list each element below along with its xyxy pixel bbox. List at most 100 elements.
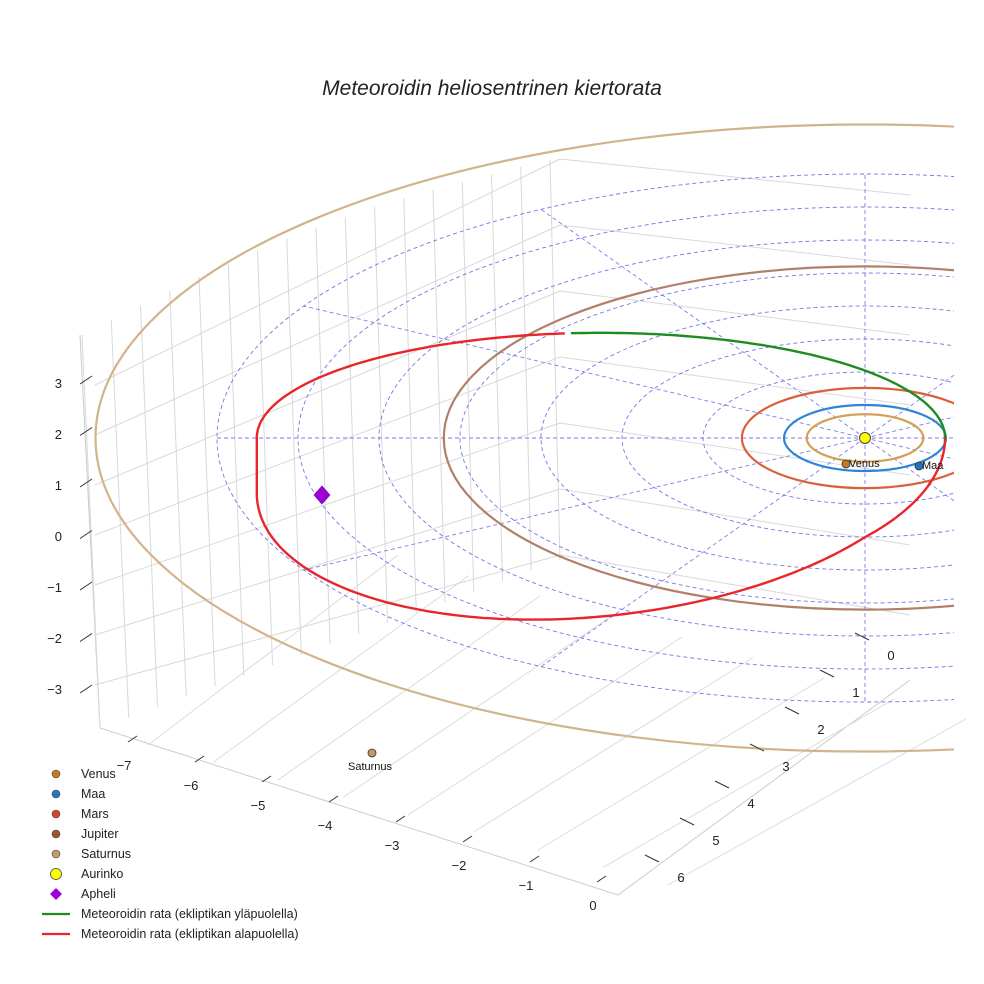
floor-gridline	[407, 636, 683, 816]
legend-label: Apheli	[81, 887, 116, 901]
planet-orbits	[94, 123, 954, 753]
z-tick-label: −1	[47, 580, 62, 595]
y-tick-mark	[784, 706, 800, 715]
marker-maa	[914, 461, 924, 471]
y-tick-mark	[714, 780, 730, 789]
x-tick-mark	[596, 875, 607, 883]
ecliptic-spoke	[540, 437, 866, 667]
back-gridline	[432, 189, 446, 603]
x-tick-mark	[127, 735, 138, 743]
x-tick-mark	[194, 755, 205, 763]
box-edge	[617, 679, 911, 896]
ecliptic-spoke	[303, 305, 866, 439]
orbit-venus	[805, 413, 925, 463]
floor-gridline	[277, 595, 541, 781]
side-gridline	[559, 158, 911, 196]
orbit-mars	[740, 386, 954, 490]
z-tick-label: −3	[47, 682, 62, 697]
ecliptic-spoke	[864, 437, 954, 502]
y-tick-label: 1	[852, 685, 859, 700]
back-gridline	[315, 227, 331, 645]
floor-gridline	[472, 657, 754, 833]
side-gridline	[559, 488, 911, 546]
box-edge	[99, 727, 619, 896]
legend-marker	[51, 829, 61, 839]
y-tick-mark	[644, 854, 660, 863]
legend: Venus Maa Mars Jupiter Saturnus Aurinko Apheli…	[42, 767, 298, 941]
z-tick-mark	[79, 478, 93, 488]
legend-marker	[51, 789, 61, 799]
legend-marker	[51, 849, 61, 859]
z-tick-mark	[79, 633, 93, 642]
legend-label: Aurinko	[81, 867, 123, 881]
back-gridline	[374, 207, 388, 624]
z-tick-label: 3	[55, 376, 62, 391]
x-tick-mark	[529, 855, 540, 863]
z-tick-mark	[79, 375, 93, 385]
label-venus: Venus	[849, 458, 880, 470]
x-tick-label: −5	[251, 798, 266, 813]
plot-area: Venus Maa Saturnus	[94, 123, 954, 773]
back-gridline	[140, 305, 158, 708]
marker-aurinko	[859, 432, 871, 444]
floor-gridline	[667, 718, 967, 886]
y-tick-label: 0	[887, 648, 894, 663]
label-saturnus: Saturnus	[348, 761, 393, 773]
y-tick-mark	[679, 817, 695, 826]
z-tick-label: 2	[55, 427, 62, 442]
back-gridline	[110, 320, 130, 718]
back-gridline	[94, 290, 561, 486]
y-tick-mark	[749, 743, 765, 752]
label-maa: Maa	[922, 460, 944, 472]
ecliptic-spoke	[864, 416, 954, 439]
back-gridline	[403, 198, 417, 613]
floor-gridline	[147, 554, 399, 746]
y-tick-label: 5	[712, 833, 719, 848]
back-gridline	[94, 422, 561, 586]
legend-label: Meteoroidin rata (ekliptikan alapuolella…	[81, 927, 298, 941]
back-gridline	[94, 488, 561, 636]
axes-box	[79, 158, 967, 896]
back-gridline	[520, 167, 532, 571]
ecliptic-spoke	[864, 374, 954, 439]
side-gridline	[559, 554, 911, 616]
axis-ticks: 3 2 1 0 −1 −2 −3 −7 −6 −5 −4 −3 −2 −1 0 0 1 2 3 4 5 6	[47, 375, 895, 913]
y-tick-mark	[854, 632, 870, 641]
back-gridline	[94, 554, 561, 686]
ecliptic-spoke	[303, 437, 866, 571]
y-tick-mark	[819, 669, 835, 678]
back-gridline	[491, 174, 503, 582]
legend-label: Meteoroidin rata (ekliptikan yläpuolella…	[81, 907, 298, 921]
x-tick-label: −7	[117, 758, 132, 773]
back-gridline	[286, 238, 302, 655]
legend-label: Venus	[81, 767, 116, 781]
legend-label: Saturnus	[81, 847, 131, 861]
z-tick-mark	[79, 530, 93, 539]
back-gridline	[94, 224, 561, 436]
side-gridline	[559, 290, 911, 336]
meteoroid-orbit-above	[570, 331, 947, 438]
marker-saturnus	[367, 748, 377, 758]
x-tick-mark	[261, 775, 272, 783]
floor-gridline	[537, 677, 825, 851]
back-gridline	[461, 181, 475, 592]
x-tick-label: −1	[519, 878, 534, 893]
z-tick-mark	[79, 581, 93, 591]
ecliptic-spoke	[540, 209, 866, 439]
marker-venus	[841, 459, 851, 469]
ecliptic-grid	[216, 173, 954, 703]
meteoroid-orbit-below	[255, 332, 947, 621]
legend-label: Maa	[81, 787, 105, 801]
marker-apheli	[313, 485, 331, 505]
x-tick-mark	[328, 795, 339, 803]
legend-marker	[50, 888, 62, 900]
ecliptic-ring	[540, 305, 954, 571]
floor-gridline	[602, 698, 896, 868]
side-gridline	[559, 224, 911, 266]
z-tick-mark	[79, 427, 93, 436]
x-tick-label: −3	[385, 838, 400, 853]
legend-marker	[51, 769, 61, 779]
side-gridline	[559, 422, 911, 476]
z-tick-label: 0	[55, 529, 62, 544]
floor-gridline	[212, 575, 470, 763]
